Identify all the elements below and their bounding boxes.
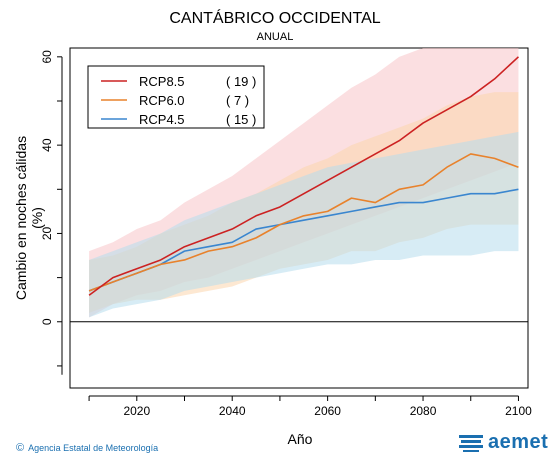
logo-text: aemet: [488, 431, 549, 453]
legend-label: RCP6.0: [139, 93, 185, 108]
x-tick-label: 2040: [219, 404, 246, 418]
legend-label: RCP4.5: [139, 112, 185, 127]
legend-count: ( 7 ): [226, 93, 249, 108]
copyright-icon: ©: [16, 442, 25, 454]
legend-label: RCP8.5: [139, 74, 185, 89]
credit: © Agencia Estatal de Meteorología: [16, 442, 158, 454]
y-tick-label: 20: [40, 226, 54, 240]
x-tick-label: 2060: [314, 404, 341, 418]
series-line-rcp85: [88, 56, 520, 296]
x-tick-label: 2100: [505, 404, 532, 418]
aemet-logo-icon: [459, 434, 483, 452]
x-axis-label: Año: [287, 431, 313, 447]
series-line-rcp60: [88, 153, 519, 292]
y-tick-label: 60: [40, 50, 54, 64]
plot-area: [69, 47, 529, 389]
aemet-logo: aemet: [458, 431, 548, 454]
x-tick-label: 2020: [123, 404, 150, 418]
y-axis-label: Cambio en noches cálidas (%): [13, 135, 45, 301]
legend-count: ( 19 ): [226, 74, 256, 89]
credit-text: Agencia Estatal de Meteorología: [28, 443, 159, 453]
legend-box: [87, 65, 265, 129]
x-tick-label: 2080: [410, 404, 437, 418]
band-rcp45: [89, 131, 519, 318]
y-tick-label: 0: [40, 318, 54, 325]
chart-title: CANTÁBRICO OCCIDENTAL: [169, 10, 381, 27]
legend: RCP8.5 ( 19 ) RCP6.0 ( 7 ) RCP4.5 ( 15 ): [87, 65, 265, 129]
y-tick-label: 40: [40, 138, 54, 152]
legend-count: ( 15 ): [226, 112, 256, 127]
chart-subtitle: ANUAL: [256, 31, 294, 43]
